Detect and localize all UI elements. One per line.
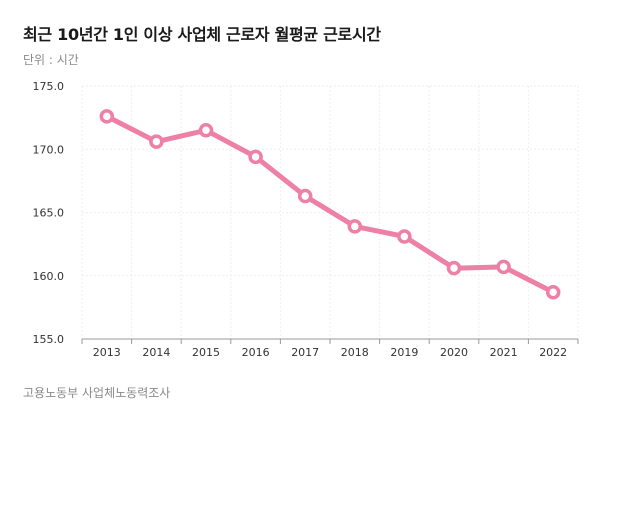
x-tick-labels: 2013 2014 2015 2016 2017 2018 2019 2020 2021 2022	[93, 346, 567, 359]
x-tick-label: 2016	[242, 346, 270, 359]
y-tick-label: 175.0	[33, 80, 65, 93]
x-tick-label: 2020	[440, 346, 468, 359]
series	[104, 113, 556, 295]
x-axis	[81, 338, 579, 344]
x-tick-label: 2017	[291, 346, 319, 359]
data-point[interactable]	[397, 229, 412, 244]
unit-label: 단위 : 시간	[23, 53, 79, 67]
data-point[interactable]	[99, 109, 115, 124]
y-tick-label: 155.0	[33, 333, 65, 346]
x-tick-label: 2019	[390, 346, 418, 359]
x-tick-label: 2021	[490, 346, 518, 359]
y-tick-label: 160.0	[33, 270, 65, 283]
x-tick-label: 2022	[539, 346, 567, 359]
x-tick-label: 2014	[142, 346, 170, 359]
x-tick-label: 2018	[341, 346, 369, 359]
data-point[interactable]	[496, 259, 511, 275]
data-point[interactable]	[198, 123, 214, 138]
source-note: 고용노동부 사업체노동력조사	[23, 386, 171, 400]
series-line	[104, 113, 556, 295]
x-tick-label: 2015	[192, 346, 220, 359]
data-points	[99, 109, 561, 300]
y-tick-label: 170.0	[33, 143, 65, 156]
data-point[interactable]	[149, 134, 164, 149]
data-point[interactable]	[297, 188, 313, 204]
y-tick-label: 165.0	[33, 207, 65, 220]
data-point[interactable]	[446, 260, 462, 276]
y-axis: 155.0 160.0 165.0 170.0 175.0	[33, 80, 65, 346]
x-tick-label: 2013	[93, 346, 121, 359]
chart-title: 최근 10년간 1인 이상 사업체 근로자 월평균 근로시간	[23, 25, 381, 44]
data-point[interactable]	[347, 219, 363, 234]
data-point[interactable]	[248, 149, 263, 165]
data-point[interactable]	[545, 284, 561, 300]
